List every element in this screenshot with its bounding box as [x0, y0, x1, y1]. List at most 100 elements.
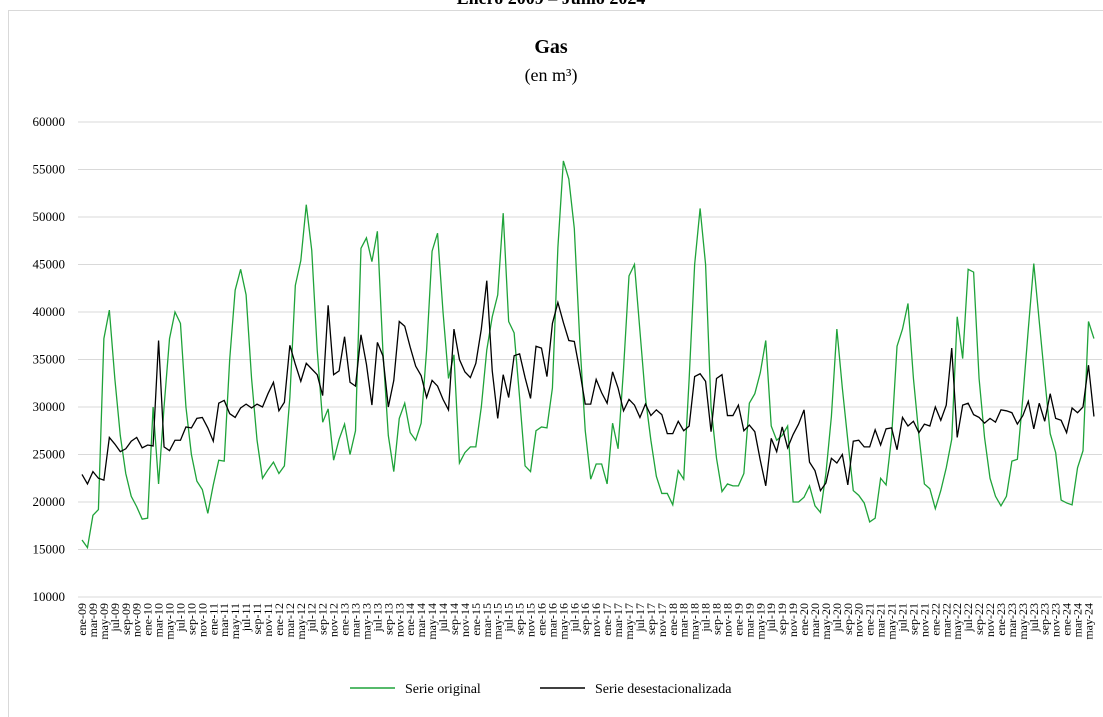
x-tick-label: nov-18: [720, 603, 734, 637]
x-tick-label: nov-21: [917, 603, 931, 637]
y-tick-label: 50000: [33, 209, 66, 224]
x-tick-label: may-17: [622, 603, 636, 640]
x-tick-label: nov-19: [786, 603, 800, 637]
x-tick-label: mar-17: [611, 603, 625, 637]
x-tick-label: ene-10: [141, 603, 155, 636]
x-tick-label: ene-20: [797, 603, 811, 636]
x-tick-label: ene-24: [1060, 603, 1074, 636]
x-tick-label: ene-11: [206, 603, 220, 635]
heading: Enero 2009 – Junio 2024: [457, 0, 646, 8]
x-tick-label: jul-19: [764, 603, 778, 633]
x-tick-label: sep-09: [119, 603, 133, 635]
x-tick-label: nov-12: [327, 603, 341, 637]
x-tick-label: may-11: [228, 603, 242, 639]
y-tick-label: 10000: [33, 589, 66, 604]
x-tick-label: sep-16: [578, 603, 592, 635]
x-tick-label: mar-12: [283, 603, 297, 637]
x-tick-label: sep-15: [513, 603, 527, 635]
x-tick-label: ene-18: [666, 603, 680, 636]
x-tick-label: nov-14: [458, 603, 472, 637]
x-tick-label: may-10: [163, 603, 177, 640]
x-tick-label: may-18: [688, 603, 702, 640]
x-tick-label: sep-21: [906, 603, 920, 635]
y-tick-label: 45000: [33, 257, 66, 272]
x-tick-label: mar-11: [217, 603, 231, 637]
legend-label: Serie original: [405, 682, 481, 697]
x-tick-label: mar-16: [545, 603, 559, 637]
x-tick-label: sep-18: [710, 603, 724, 635]
x-tick-label: ene-22: [928, 603, 942, 636]
x-tick-label: nov-16: [589, 603, 603, 637]
x-tick-label: may-21: [885, 603, 899, 640]
x-tick-label: sep-12: [316, 603, 330, 635]
x-tick-label: sep-20: [841, 603, 855, 635]
chart-subtitle: (en m³): [525, 65, 578, 86]
x-tick-label: sep-17: [644, 603, 658, 635]
x-tick-label: nov-15: [524, 603, 538, 637]
chart-title: Gas: [534, 36, 568, 58]
x-tick-label: sep-13: [381, 603, 395, 635]
x-tick-label: may-12: [294, 603, 308, 640]
x-tick-label: may-13: [359, 603, 373, 640]
y-tick-label: 20000: [33, 494, 66, 509]
x-tick-label: jul-15: [502, 603, 516, 633]
x-tick-label: may-09: [97, 603, 111, 640]
x-tick-label: mar-24: [1071, 603, 1085, 637]
x-tick-label: may-14: [425, 603, 439, 640]
x-tick-label: mar-20: [808, 603, 822, 637]
x-tick-label: mar-22: [939, 603, 953, 637]
x-tick-label: nov-13: [392, 603, 406, 637]
x-tick-label: jul-16: [567, 603, 581, 633]
x-tick-label: ene-09: [75, 603, 89, 636]
x-tick-label: ene-21: [863, 603, 877, 636]
series-line: [81, 280, 1095, 493]
x-tick-label: nov-11: [261, 603, 275, 637]
x-tick-label: nov-10: [195, 603, 209, 637]
x-tick-label: mar-18: [677, 603, 691, 637]
x-tick-label: ene-17: [600, 603, 614, 636]
x-tick-label: jul-10: [173, 603, 187, 633]
x-tick-label: sep-23: [1038, 603, 1052, 635]
x-tick-label: mar-19: [742, 603, 756, 637]
x-tick-label: may-19: [753, 603, 767, 640]
x-tick-label: ene-12: [272, 603, 286, 636]
y-tick-label: 25000: [33, 447, 66, 462]
x-tick-label: jul-22: [961, 603, 975, 633]
x-tick-label: ene-19: [731, 603, 745, 636]
x-tick-label: jul-14: [436, 603, 450, 633]
x-tick-label: jul-17: [633, 603, 647, 633]
x-tick-label: jul-13: [370, 603, 384, 633]
x-tick-label: jul-11: [239, 603, 253, 632]
x-tick-label: jul-21: [896, 603, 910, 633]
x-tick-label: sep-19: [775, 603, 789, 635]
x-tick-label: may-16: [556, 603, 570, 640]
x-tick-label: ene-13: [338, 603, 352, 636]
y-tick-label: 60000: [33, 114, 66, 129]
x-tick-label: sep-10: [184, 603, 198, 635]
series-line: [81, 160, 1095, 550]
x-tick-label: ene-14: [403, 603, 417, 636]
x-tick-label: may-24: [1081, 603, 1095, 640]
x-tick-label: jul-09: [108, 603, 122, 633]
x-tick-label: nov-17: [655, 603, 669, 637]
x-tick-label: ene-16: [534, 603, 548, 636]
chart-frame: [8, 10, 1103, 717]
x-tick-label: jul-20: [830, 603, 844, 633]
y-tick-label: 30000: [33, 399, 66, 414]
x-tick-label: sep-14: [447, 603, 461, 635]
x-tick-label: may-22: [950, 603, 964, 640]
x-tick-label: jul-12: [305, 603, 319, 633]
y-tick-label: 15000: [33, 542, 66, 557]
x-tick-label: sep-22: [972, 603, 986, 635]
x-tick-label: ene-15: [469, 603, 483, 636]
x-tick-label: mar-21: [874, 603, 888, 637]
x-tick-label: mar-14: [414, 603, 428, 637]
x-tick-label: jul-23: [1027, 603, 1041, 633]
x-tick-label: mar-10: [152, 603, 166, 637]
legend-label: Serie desestacionalizada: [595, 682, 732, 697]
x-tick-label: may-15: [491, 603, 505, 640]
y-tick-label: 35000: [33, 352, 66, 367]
x-tick-label: nov-09: [130, 603, 144, 637]
x-tick-label: nov-20: [852, 603, 866, 637]
